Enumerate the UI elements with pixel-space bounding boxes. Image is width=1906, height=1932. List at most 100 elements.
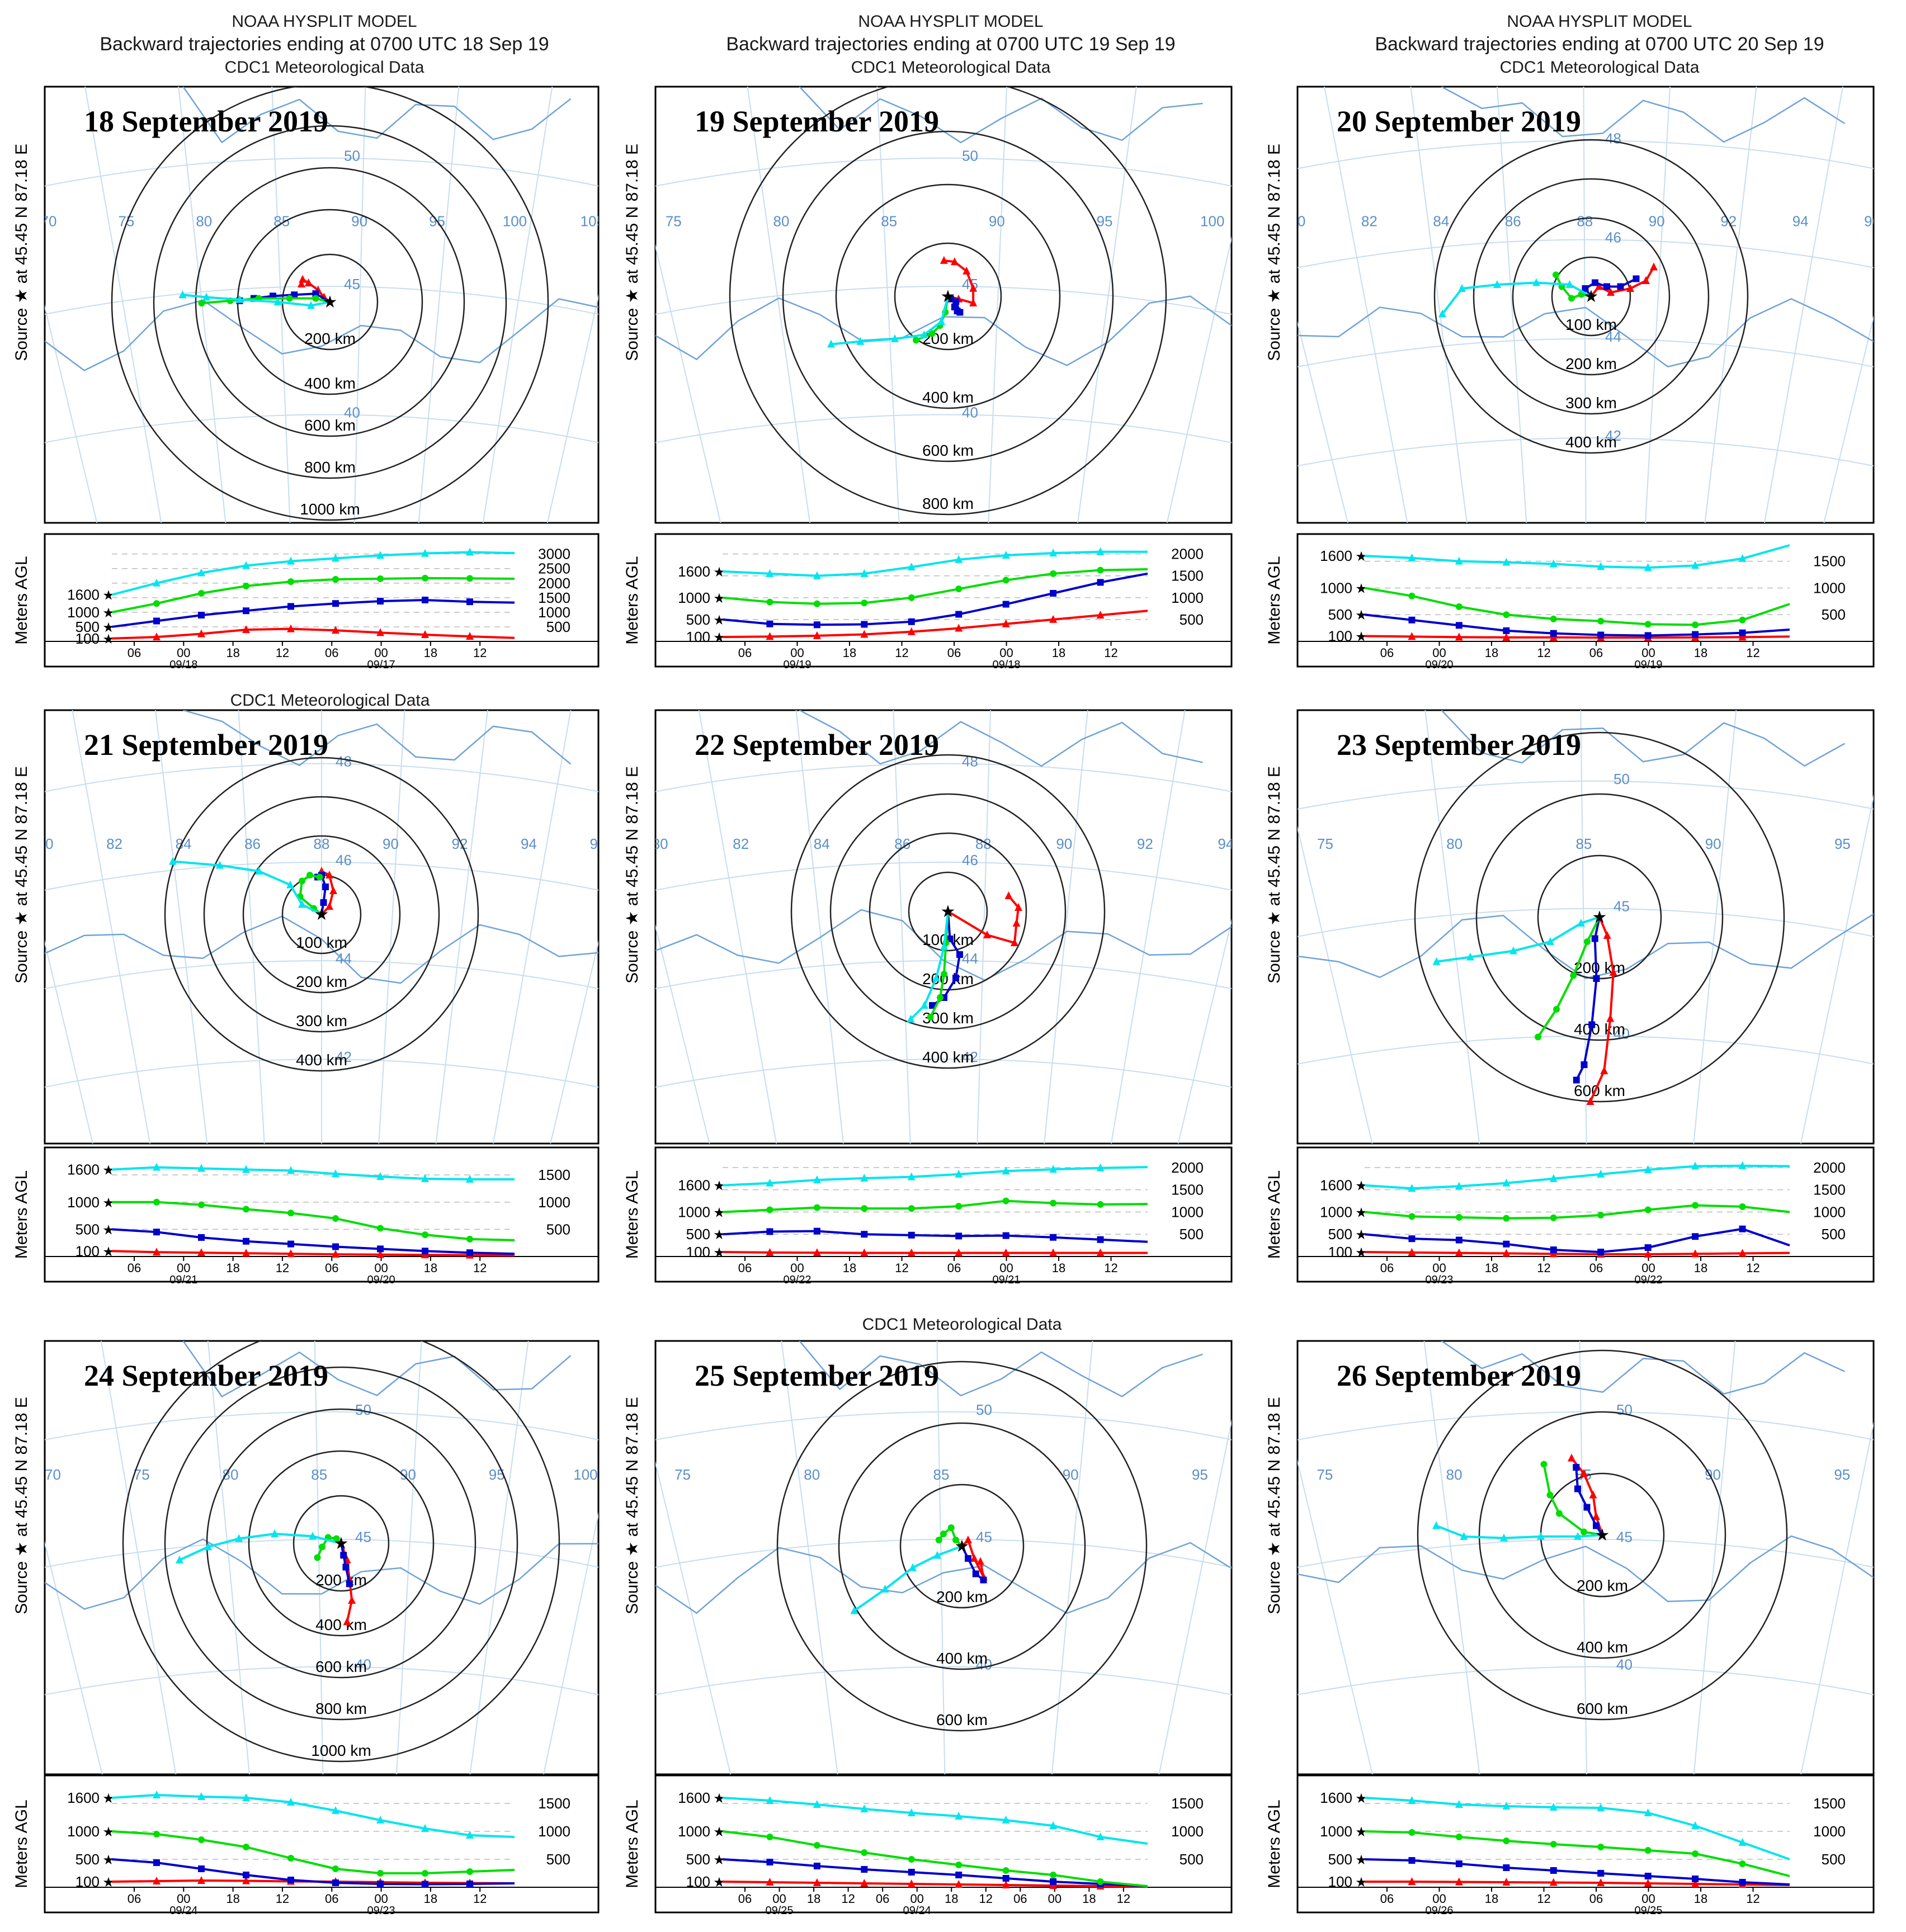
ring-label: 100 km <box>296 934 347 951</box>
meridian-line <box>1497 87 1527 523</box>
time-tick-label: 18 <box>1694 1892 1707 1906</box>
height-marker <box>332 1865 339 1872</box>
meridian-line <box>1693 1341 1736 1774</box>
right-height-tick: 500 <box>1822 1226 1846 1243</box>
meridian-line <box>543 1511 598 1774</box>
parallel-label: 40 <box>976 1656 992 1673</box>
meridian-line <box>1051 1341 1093 1774</box>
start-star: ★ <box>102 1163 115 1178</box>
height-marker <box>861 1231 868 1238</box>
trajectory-100-m <box>1589 917 1615 1102</box>
distance-ring <box>1473 178 1710 415</box>
height-marker <box>377 1870 384 1877</box>
time-tick-label: 00 <box>177 1261 190 1275</box>
vertical-axis-label: Meters AGL <box>623 1170 641 1259</box>
left-height-tick: 1600 <box>678 1177 710 1194</box>
trajectory-marker <box>947 1524 955 1531</box>
right-height-tick: 1500 <box>538 589 570 606</box>
meridian-label: 75 <box>118 213 134 230</box>
height-marker <box>908 1205 915 1212</box>
date-label: 09/25 <box>1635 1905 1663 1917</box>
distance-ring <box>729 87 1167 516</box>
time-tick-label: 18 <box>226 646 239 660</box>
height-marker <box>1097 1878 1104 1885</box>
height-marker <box>242 1165 250 1173</box>
height-marker <box>153 632 161 641</box>
height-marker <box>1644 632 1652 639</box>
time-tick-label: 18 <box>424 646 437 660</box>
date-label: 09/25 <box>766 1905 794 1917</box>
height-marker <box>1691 1821 1700 1829</box>
left-height-tick: 1000 <box>1320 579 1352 596</box>
ring-label: 300 km <box>1565 394 1617 412</box>
meridian-label: 90 <box>351 213 367 230</box>
height-profile-1000-m <box>722 568 1148 605</box>
time-height-frame <box>654 1774 1233 1914</box>
height-marker <box>197 629 205 637</box>
height-marker <box>377 575 384 582</box>
height-marker <box>955 1812 963 1820</box>
height-profile-500-m <box>722 1230 1148 1243</box>
date-label: 09/21 <box>169 1274 197 1286</box>
trajectory-marker <box>1606 1014 1615 1022</box>
height-marker <box>955 585 963 593</box>
trajectory-marker <box>329 886 337 894</box>
start-star: ★ <box>102 1875 115 1890</box>
source-star: ★ <box>314 905 329 924</box>
meridian-line <box>781 1341 838 1774</box>
meridian-label: 80 <box>222 1466 238 1483</box>
source-star: ★ <box>1584 287 1599 306</box>
source-star: ★ <box>955 1537 970 1556</box>
trajectory-marker <box>1565 280 1574 288</box>
height-marker <box>153 578 161 587</box>
trajectory-marker <box>1570 972 1577 979</box>
meridian-line <box>893 710 911 1144</box>
parallel-line <box>655 1411 1232 1440</box>
left-height-tick: 1000 <box>1320 1203 1352 1220</box>
height-marker <box>955 1880 963 1888</box>
meridian-line <box>395 1341 422 1774</box>
height-marker <box>376 1816 384 1824</box>
start-star: ★ <box>102 1222 115 1237</box>
height-marker <box>1502 632 1511 641</box>
meridian-label: 80 <box>1289 213 1305 230</box>
boundary-line <box>1298 1535 1874 1603</box>
trajectory-1600-m <box>831 296 949 346</box>
date-label: 09/17 <box>367 659 395 671</box>
left-height-tick: 1600 <box>1320 1177 1352 1194</box>
height-marker <box>1550 1214 1557 1221</box>
parallel-label: 45 <box>344 276 360 292</box>
distance-ring <box>782 130 1114 462</box>
height-marker <box>332 600 339 607</box>
meridian-line <box>45 939 93 1144</box>
height-profile-500-m <box>722 1858 1148 1887</box>
trajectory-marker <box>286 295 293 302</box>
time-height-frame <box>1296 1774 1875 1914</box>
trajectory-marker <box>1584 938 1591 945</box>
start-star: ★ <box>1355 1245 1367 1260</box>
height-marker <box>466 575 473 582</box>
distance-ring <box>899 1484 1025 1609</box>
boundary-line <box>799 87 1203 144</box>
height-marker <box>1096 1163 1105 1172</box>
panel-title: 20 September 2019 <box>1337 105 1581 138</box>
model-title: NOAA HYSPLIT MODEL <box>858 12 1043 31</box>
meridian-label: 90 <box>1705 835 1721 852</box>
parallel-line <box>45 960 598 989</box>
meridian-label: 84 <box>176 835 192 852</box>
meridian-label: 85 <box>311 1466 327 1483</box>
height-marker <box>243 1872 249 1878</box>
time-tick-label: 00 <box>772 1892 786 1906</box>
height-marker <box>1739 1879 1746 1886</box>
ring-label: 200 km <box>1565 355 1617 372</box>
height-profile-1000-m <box>1364 1204 1790 1220</box>
time-tick-label: 06 <box>738 1261 752 1275</box>
meridian-label: 88 <box>1577 213 1593 230</box>
height-marker <box>907 1172 916 1180</box>
parallel-label: 45 <box>976 1529 992 1546</box>
height-marker <box>1550 630 1557 637</box>
height-marker <box>242 561 250 569</box>
height-marker <box>1002 1248 1010 1256</box>
